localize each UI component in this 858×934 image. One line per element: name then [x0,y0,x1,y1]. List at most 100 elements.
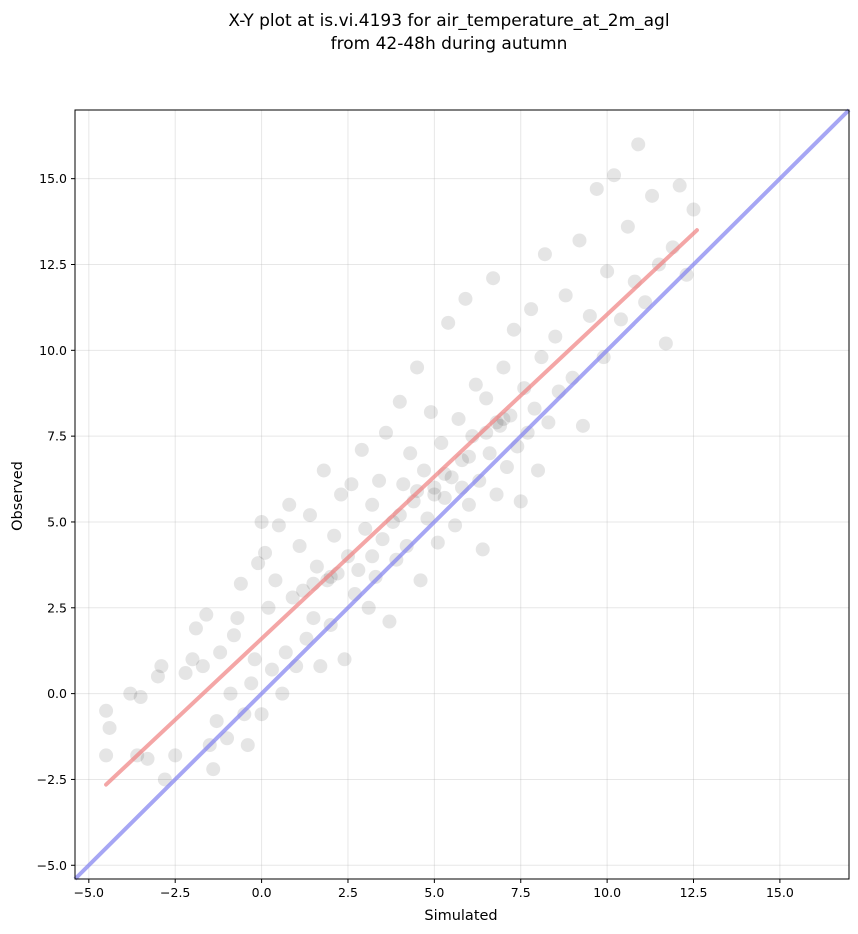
data-point [168,748,183,763]
data-point [427,480,442,495]
data-point [361,600,376,615]
data-point [444,470,459,485]
data-point [178,666,193,681]
data-point [226,628,241,643]
x-axis-ticks: −5.0 −2.5 0.0 2.5 5.0 7.5 10.0 12.5 15.0 [74,879,794,900]
y-tick-label: 0.0 [47,686,67,701]
data-point [479,391,494,406]
data-point [188,621,203,636]
data-point [220,731,235,746]
data-point [455,453,469,468]
data-point [230,611,245,626]
data-point [434,436,449,451]
data-point [282,497,297,512]
data-point [520,425,535,440]
data-points [99,137,701,787]
data-point [541,415,556,430]
data-point [185,652,200,667]
data-point [275,686,290,701]
data-point [572,233,587,248]
data-point [537,247,552,262]
data-point [534,350,549,365]
data-point [358,521,373,536]
data-point [313,659,328,674]
data-point [285,590,300,605]
data-point [600,264,615,279]
data-point [327,528,342,543]
y-tick-label: 5.0 [47,514,67,529]
data-point [645,188,660,203]
x-tick-label: 0.0 [252,885,272,900]
x-tick-label: −5.0 [74,885,104,900]
data-point [237,707,252,722]
data-point [589,181,604,196]
data-point [461,449,476,464]
data-point [399,538,414,553]
data-point [123,686,138,701]
data-point [499,460,514,475]
y-tick-label: 2.5 [47,600,67,615]
data-point [251,556,266,571]
data-point [672,178,687,193]
data-point [378,425,393,440]
data-point [475,542,490,557]
data-point [337,652,352,667]
y-tick-label: −2.5 [37,772,67,787]
data-point [423,405,438,420]
data-point [316,463,331,478]
data-point [503,408,518,423]
x-tick-label: −2.5 [160,885,190,900]
data-point [451,411,466,426]
data-point [302,508,317,523]
data-point [209,714,224,729]
data-point [489,487,504,502]
data-point [620,219,635,234]
x-tick-label: 7.5 [511,885,531,900]
data-point [233,576,248,591]
data-point [354,442,369,457]
data-point [99,703,114,718]
chart-title-line2: from 42-48h during autumn [331,34,568,54]
data-point [140,751,155,766]
data-point [344,477,359,492]
data-point [268,573,283,588]
data-point [472,473,487,488]
data-point [206,762,221,777]
data-point [254,514,269,529]
y-tick-label: −5.0 [37,858,67,873]
data-point [631,137,646,152]
data-point [496,360,511,375]
data-point [461,497,476,512]
data-point [430,535,445,550]
data-point [299,631,314,646]
data-point [558,288,573,303]
data-point [582,308,597,323]
data-point [199,607,214,622]
data-point [458,291,473,306]
data-point [596,350,611,365]
data-point [102,720,117,735]
data-point [320,573,335,588]
x-tick-label: 12.5 [680,885,708,900]
data-point [686,202,701,217]
data-point [254,707,269,722]
identity-line [73,108,851,881]
data-point [368,569,383,584]
data-point [513,494,528,509]
data-point [133,690,148,705]
data-point [247,652,262,667]
data-point [427,487,442,502]
data-point [493,418,508,433]
data-point [613,312,628,327]
x-tick-label: 15.0 [766,885,794,900]
data-point [448,518,463,533]
x-axis-label: Simulated [424,908,497,924]
data-point [309,559,324,574]
y-tick-label: 10.0 [39,343,67,358]
data-point [403,446,418,461]
data-point [575,418,590,433]
data-point [658,336,673,351]
data-point [351,563,366,578]
data-point [365,549,380,564]
